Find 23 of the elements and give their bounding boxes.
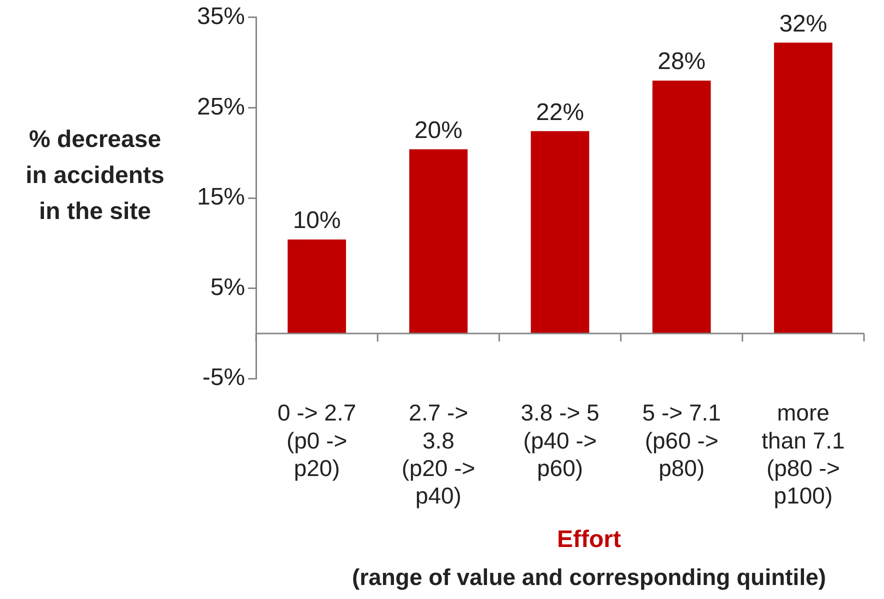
x-tick-label: 2.7 -> 3.8 (p20 -> p40): [402, 400, 476, 509]
y-axis-title: % decrease in accidents in the site: [24, 125, 166, 227]
bar: [652, 80, 711, 334]
y-tick-label: 15%: [196, 184, 246, 211]
text: (range of value and corresponding quintile): [350, 564, 828, 591]
x-tick-label: 3.8 -> 5 (p40 -> p60): [520, 400, 600, 481]
y-tick-label: 35%: [196, 3, 246, 30]
data-label: 20%: [414, 116, 462, 144]
bar: [530, 131, 590, 334]
bar: [409, 149, 468, 334]
x-tick-label: 0 -> 2.7 (p0 -> p20): [278, 400, 356, 481]
y-tick-label: 5%: [210, 274, 246, 301]
bar: [774, 42, 832, 334]
x-tick-label: 5 -> 7.1 (p60 -> p80): [642, 400, 721, 481]
data-label: 32%: [779, 10, 828, 38]
y-tick-label: 25%: [196, 93, 246, 120]
data-label: 10%: [292, 207, 341, 234]
data-label: 28%: [658, 48, 706, 76]
bar: [288, 240, 346, 334]
x-tick-label: more than 7.1 (p80 -> p100): [762, 400, 845, 509]
y-tick-label: -5%: [202, 364, 246, 392]
x-axis-title: Effort: [556, 526, 622, 554]
data-label: 22%: [536, 98, 584, 126]
